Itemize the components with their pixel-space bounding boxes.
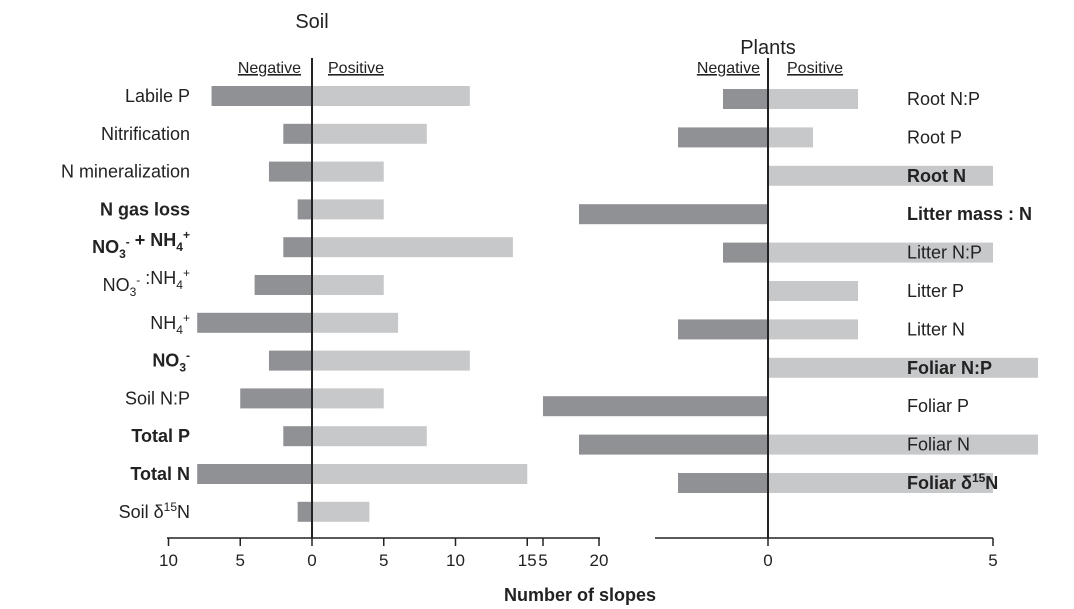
- plants-positive-header: Positive: [787, 60, 843, 77]
- plants-category-label: Litter P: [907, 281, 964, 301]
- x-axis-label: Number of slopes: [504, 585, 656, 605]
- soil-tick-label: 20: [590, 551, 609, 570]
- plants-bar-negative: [678, 319, 768, 340]
- soil-bar-negative: [254, 275, 312, 295]
- soil-tick-label: 0: [307, 551, 316, 570]
- plants-bar-negative: [678, 473, 768, 493]
- soil-category-label: NH4+: [150, 311, 190, 337]
- soil-tick-label: 5: [236, 551, 245, 570]
- plants-bars: [543, 89, 1038, 493]
- plants-tick-label: 5: [538, 551, 547, 570]
- soil-bar-positive: [312, 161, 384, 182]
- plants-category-label: Root N: [907, 166, 966, 186]
- soil-bar-negative: [240, 388, 312, 409]
- soil-positive-header: Positive: [328, 60, 384, 77]
- plants-category-label: Foliar P: [907, 396, 969, 416]
- plants-category-label: Root N:P: [907, 89, 980, 109]
- plants-category-label: Foliar N: [907, 435, 970, 455]
- plants-negative-header: Negative: [697, 60, 760, 77]
- soil-category-labels: Labile P Nitrification N mineralization N g…: [61, 86, 190, 522]
- plants-category-label: Foliar N:P: [907, 358, 992, 378]
- soil-bar-positive: [312, 388, 384, 409]
- plants-category-label: Litter mass : N: [907, 204, 1032, 224]
- soil-tick-label: 15: [518, 551, 537, 570]
- plants-category-label: Foliar δ15N: [907, 471, 998, 493]
- soil-bar-negative: [283, 123, 312, 144]
- soil-bar-positive: [312, 237, 513, 258]
- soil-bar-positive: [312, 426, 427, 447]
- plants-category-label: Litter N:P: [907, 243, 982, 263]
- soil-category-label: Labile P: [125, 86, 190, 106]
- plants-bar-negative: [579, 434, 768, 455]
- plants-bar-positive: [768, 281, 858, 301]
- plants-title: Plants: [740, 37, 796, 59]
- soil-category-label: Soil N:P: [125, 388, 190, 408]
- soil-tick-label: 5: [379, 551, 388, 570]
- plants-tick-label: 5: [988, 551, 997, 570]
- plants-bar-positive: [768, 89, 858, 109]
- soil-category-label: Nitrification: [101, 124, 190, 144]
- plants-bar-positive: [768, 473, 993, 493]
- soil-tick-label: 10: [446, 551, 465, 570]
- plants-bar-positive: [768, 127, 813, 148]
- soil-negative-header: Negative: [238, 60, 301, 77]
- plants-category-label: Root P: [907, 127, 962, 147]
- soil-bar-negative: [297, 199, 312, 220]
- soil-bar-positive: [312, 501, 370, 522]
- plants-category-labels: Root N:P Root P Root N Litter mass : N Litte…: [907, 89, 1032, 493]
- soil-category-label: Total P: [131, 426, 190, 446]
- plants-bar-negative: [543, 396, 768, 417]
- soil-bar-positive: [312, 199, 384, 220]
- plants-bar-negative: [579, 204, 768, 225]
- soil-bar-negative: [268, 350, 312, 371]
- plants-bar-negative: [678, 127, 768, 148]
- soil-title: Soil: [295, 11, 328, 33]
- plants-bar-positive: [768, 434, 1038, 455]
- soil-category-label: NO3-: [152, 349, 190, 375]
- plants-category-label: Litter N: [907, 319, 965, 339]
- plants-bar-negative: [723, 89, 768, 109]
- soil-bar-positive: [312, 123, 427, 144]
- soil-bar-positive: [312, 312, 399, 333]
- soil-bar-positive: [312, 86, 470, 106]
- plants-tick-label: 0: [763, 551, 772, 570]
- soil-category-label: Soil δ15N: [119, 500, 190, 522]
- soil-category-label: NO3- :NH4+: [103, 266, 190, 299]
- plants-bar-negative: [723, 242, 768, 263]
- soil-bar-negative: [197, 312, 312, 333]
- soil-bar-negative: [283, 426, 312, 447]
- soil-panel: Soil Negative Positive Labile P Nitrifica…: [61, 11, 609, 570]
- plants-bar-positive: [768, 319, 858, 340]
- soil-category-label: N gas loss: [100, 199, 190, 219]
- soil-tick-label: 10: [159, 551, 178, 570]
- plants-bar-positive: [768, 165, 993, 186]
- soil-bar-negative: [211, 86, 312, 106]
- soil-bar-negative: [197, 464, 312, 484]
- soil-category-label: Total N: [130, 464, 190, 484]
- soil-x-ticks: 10 5 0 5 10 15 20: [159, 538, 608, 570]
- soil-bar-positive: [312, 350, 470, 371]
- soil-bars: [197, 86, 528, 522]
- soil-bar-negative: [283, 237, 312, 258]
- plants-bar-positive: [768, 357, 1038, 378]
- soil-bar-positive: [312, 275, 384, 295]
- soil-bar-positive: [312, 464, 528, 484]
- soil-bar-negative: [268, 161, 312, 182]
- soil-category-label: NO3- + NH4+: [92, 228, 190, 261]
- soil-bar-negative: [297, 501, 312, 522]
- plants-bar-positive: [768, 242, 993, 263]
- soil-category-label: N mineralization: [61, 162, 190, 182]
